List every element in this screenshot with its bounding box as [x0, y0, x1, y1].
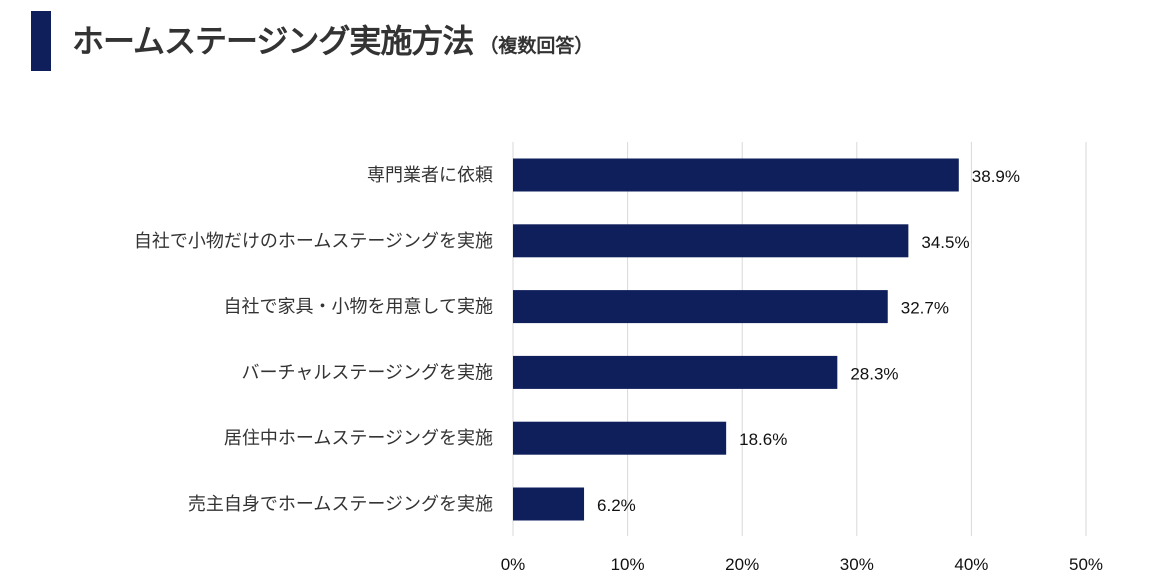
- x-tick-label: 20%: [725, 555, 759, 574]
- category-label: 自社で小物だけのホームステージングを実施: [134, 231, 493, 252]
- x-tick-label: 40%: [954, 555, 988, 574]
- bar: [513, 158, 959, 192]
- x-tick-label: 30%: [840, 555, 874, 574]
- bar: [513, 290, 888, 324]
- category-label: 居住中ホームステージングを実施: [224, 428, 493, 449]
- x-tick-label: 0%: [501, 555, 526, 574]
- data-label: 32.7%: [901, 299, 949, 318]
- category-label: バーチャルステージングを実施: [242, 362, 493, 383]
- page-title: ホームステージング実施方法 （複数回答）: [72, 16, 593, 71]
- data-label: 18.6%: [739, 430, 787, 449]
- data-label: 28.3%: [850, 364, 898, 383]
- category-label: 売主自身でホームステージングを実施: [188, 494, 493, 515]
- x-tick-label: 10%: [611, 555, 645, 574]
- data-label: 38.9%: [972, 167, 1020, 186]
- bar: [513, 224, 909, 258]
- category-label: 専門業者に依頼: [367, 165, 493, 186]
- category-label: 自社で家具・小物を用意して実施: [224, 297, 493, 318]
- data-label: 6.2%: [597, 496, 636, 515]
- bar: [513, 487, 585, 521]
- x-tick-label: 50%: [1069, 555, 1103, 574]
- bar: [513, 355, 838, 389]
- title-accent-bar: [31, 11, 51, 71]
- data-label: 34.5%: [921, 233, 969, 252]
- bar: [513, 421, 727, 455]
- page-subtitle: （複数回答）: [479, 35, 594, 57]
- page-title-text: ホームステージング実施方法: [72, 22, 474, 60]
